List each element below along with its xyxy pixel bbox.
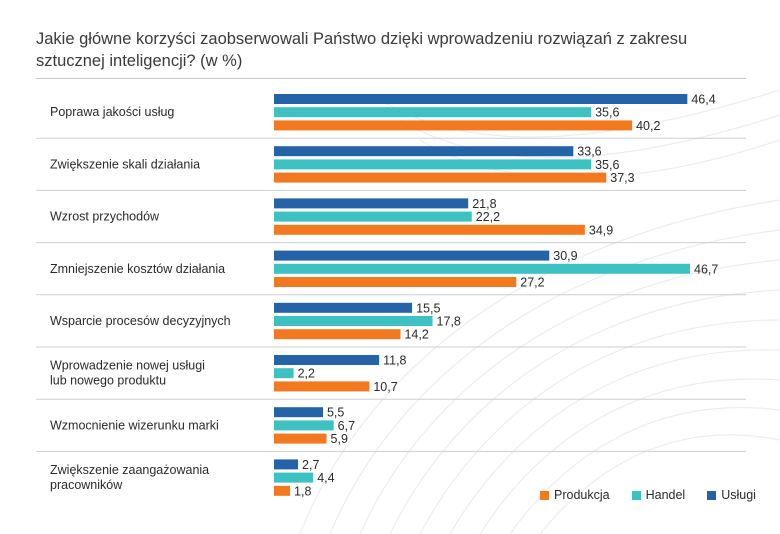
data-label: 11,8: [383, 354, 406, 368]
data-label: 46,4: [691, 93, 715, 107]
legend-item-handel: Handel: [631, 488, 686, 502]
legend-swatch: [631, 490, 641, 500]
category-label: Wsparcie procesów decyzyjnych: [50, 314, 231, 328]
bar-handel: [274, 107, 592, 118]
bar-produkcja: [274, 224, 585, 235]
data-label: 15,5: [416, 301, 440, 315]
bar-usługi: [274, 355, 380, 365]
bar-produkcja: [274, 485, 291, 496]
bar-handel: [274, 420, 334, 431]
title-divider: [36, 78, 746, 79]
data-label: 4,4: [317, 471, 334, 485]
data-label: 35,6: [595, 158, 619, 172]
category-label: Zwiększenie skali działania: [50, 157, 200, 171]
data-label: 22,2: [476, 210, 500, 224]
bar-usługi: [274, 146, 574, 157]
chart-title-line-2: sztucznej inteligencji? (w %): [36, 52, 243, 70]
data-label: 2,7: [302, 458, 319, 472]
data-label: 5,9: [331, 432, 348, 446]
data-label: 2,2: [298, 367, 315, 381]
bar-produkcja: [274, 120, 633, 131]
category-label: lub nowego produktu: [50, 374, 166, 388]
data-label: 46,7: [694, 262, 718, 276]
bar-produkcja: [274, 277, 517, 287]
bar-produkcja: [274, 172, 607, 183]
bar-usługi: [274, 302, 413, 313]
bar-handel: [274, 316, 433, 326]
data-label: 30,9: [553, 249, 577, 263]
data-label: 21,8: [472, 197, 496, 211]
category-label: pracowników: [50, 478, 123, 492]
legend-label: Produkcja: [554, 488, 610, 502]
bar-usługi: [274, 94, 688, 104]
bar-usługi: [274, 250, 550, 261]
chart-title-line-1: Jakie główne korzyści zaobserwowali Pańs…: [36, 30, 688, 48]
legend-swatch: [540, 490, 549, 500]
bar-usługi: [274, 459, 299, 470]
chart-legend: Produkcja Handel Usługi: [540, 487, 756, 503]
legend-item-usługi: Usługi: [707, 488, 756, 502]
data-label: 35,6: [595, 106, 619, 120]
bar-usługi: [274, 198, 469, 209]
legend-label: Handel: [645, 488, 686, 502]
category-label: Wzmocnienie wizerunku marki: [50, 418, 219, 432]
data-label: 10,7: [373, 380, 397, 394]
bar-handel: [274, 368, 294, 379]
data-label: 6,7: [338, 419, 355, 433]
bar-produkcja: [274, 381, 370, 392]
bar-usługi: [274, 407, 323, 418]
data-label: 1,8: [294, 484, 311, 498]
category-label: Wprowadzenie nowej usługi: [50, 359, 205, 373]
data-label: 17,8: [437, 315, 461, 329]
bar-handel: [274, 159, 592, 170]
category-label: Wzrost przychodów: [50, 210, 160, 224]
chart-title: Jakie główne korzyści zaobserwowali Pańs…: [36, 28, 736, 72]
category-label: Zmniejszenie kosztów działania: [50, 262, 225, 276]
legend-swatch: [707, 490, 717, 500]
legend-item-produkcja: Produkcja: [540, 488, 610, 502]
legend-label: Usługi: [721, 488, 756, 502]
bar-handel: [274, 263, 690, 274]
bar-produkcja: [274, 433, 327, 444]
data-label: 27,2: [520, 276, 544, 290]
data-label: 40,2: [636, 119, 660, 133]
bar-handel: [274, 211, 472, 222]
data-label: 14,2: [404, 328, 428, 342]
category-label: Zwiększenie zaangażowania: [50, 463, 209, 477]
data-label: 5,5: [327, 406, 344, 420]
data-label: 33,6: [577, 145, 601, 159]
bar-produkcja: [274, 329, 401, 340]
data-label: 37,3: [610, 171, 634, 185]
data-label: 34,9: [589, 223, 613, 237]
bar-handel: [274, 472, 314, 483]
category-label: Poprawa jakości usług: [50, 105, 174, 119]
